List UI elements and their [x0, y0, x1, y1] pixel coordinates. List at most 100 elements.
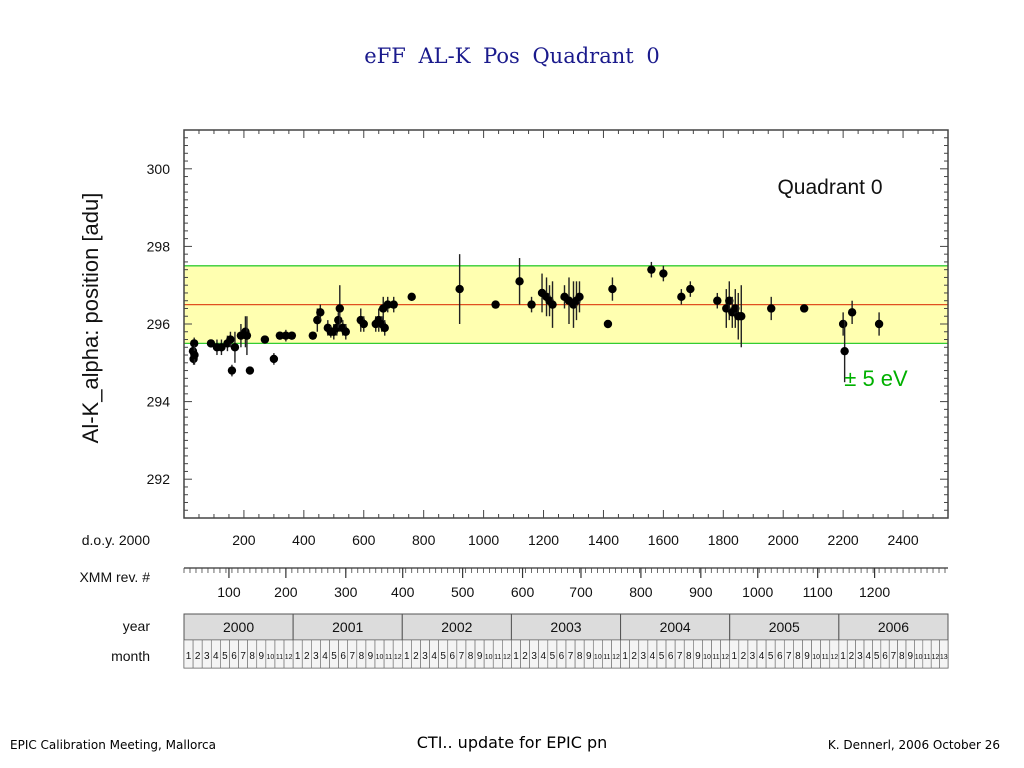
month-label: 5: [222, 651, 228, 662]
data-point: [269, 354, 279, 364]
month-label: 10: [485, 654, 493, 661]
xmm-tick-label: 400: [391, 584, 415, 600]
footer-author-date: K. Dennerl, 2006 October 26: [827, 738, 1000, 752]
xmm-tick-label: 800: [629, 584, 653, 600]
xmm-tick-label: 1200: [859, 584, 890, 600]
data-point: [389, 300, 398, 309]
data-point: [725, 296, 734, 305]
doy-axis-label: d.o.y. 2000: [82, 532, 150, 548]
month-label: 11: [822, 654, 829, 661]
year-axis-label: year: [123, 618, 151, 634]
data-point: [731, 304, 740, 313]
month-label: 6: [668, 651, 674, 662]
month-label: 7: [240, 651, 246, 662]
month-label: 12: [285, 654, 293, 661]
month-label: 3: [531, 651, 537, 662]
data-point: [227, 366, 237, 375]
data-point: [840, 346, 849, 356]
month-label: 3: [750, 651, 756, 662]
doy-tick-label: 2000: [768, 532, 799, 548]
doy-tick-label: 200: [232, 532, 256, 548]
month-label: 2: [413, 651, 419, 662]
month-label: 7: [891, 651, 897, 662]
data-point: [359, 319, 368, 329]
month-label: 10: [915, 654, 923, 661]
month-label: 11: [603, 654, 610, 661]
data-point: [313, 315, 322, 325]
month-label: 8: [795, 651, 801, 662]
month-label: 8: [686, 651, 692, 662]
month-label: 9: [586, 651, 592, 662]
month-label: 10: [267, 654, 275, 661]
data-point: [455, 284, 464, 294]
data-point: [341, 327, 350, 336]
data-point: [190, 350, 199, 360]
year-label: 2006: [878, 619, 909, 635]
time-axes: 200 400 600 800 1000 1200 1400 1600 1800 2000 2200…: [183, 532, 949, 669]
month-label: 7: [349, 651, 355, 662]
month-label: 5: [331, 651, 337, 662]
data-point: [383, 300, 392, 309]
data-point: [260, 335, 270, 344]
month-label: 12: [394, 654, 402, 661]
data-point: [407, 292, 416, 302]
data-point: [334, 315, 343, 325]
month-label: 4: [650, 651, 656, 662]
data-point: [722, 304, 731, 313]
month-label: 1: [404, 651, 410, 662]
month-label: 4: [322, 651, 328, 662]
month-label: 1: [622, 651, 628, 662]
month-label: 2: [304, 651, 310, 662]
month-label: 12: [830, 654, 838, 661]
data-point: [275, 331, 285, 340]
xmm-tick-label: 300: [334, 584, 358, 600]
data-point: [838, 319, 848, 329]
year-label: 2005: [769, 619, 800, 635]
y-axis-label: Al-K_alpha: position [adu]: [78, 193, 103, 444]
band-label: ± 5 eV: [844, 366, 908, 391]
data-point: [608, 284, 617, 294]
data-point: [575, 292, 584, 302]
month-label: 8: [359, 651, 365, 662]
month-axis-label: month: [111, 648, 150, 664]
doy-tick-label: 1000: [468, 532, 499, 548]
month-label: 10: [376, 654, 384, 661]
month-label: 10: [812, 654, 820, 661]
data-point: [206, 339, 216, 348]
month-label: 6: [559, 651, 565, 662]
month-label: 10: [594, 654, 602, 661]
month-label: 12: [612, 654, 620, 661]
data-point: [316, 308, 325, 317]
data-point: [686, 284, 695, 294]
year-cell: [838, 613, 949, 641]
data-point: [217, 343, 226, 352]
month-label: 1: [840, 651, 846, 662]
data-point: [245, 366, 255, 375]
data-point: [230, 343, 240, 352]
month-label: 6: [882, 651, 888, 662]
month-label: 1: [731, 651, 737, 662]
data-point: [767, 304, 776, 313]
y-tick-label: 292: [147, 471, 171, 487]
month-label: 6: [450, 651, 456, 662]
month-label: 3: [641, 651, 647, 662]
month-label: 9: [695, 651, 701, 662]
month-label: 9: [804, 651, 810, 662]
data-point: [308, 331, 318, 340]
xmm-tick-label: 600: [511, 584, 535, 600]
month-label: 5: [440, 651, 446, 662]
year-label: 2000: [223, 619, 254, 635]
data-point: [603, 319, 613, 329]
xmm-tick-label: 700: [569, 584, 593, 600]
month-label: 7: [568, 651, 574, 662]
y-tick-label: 296: [147, 316, 171, 332]
month-label: 1: [186, 651, 192, 662]
y-tick-label: 294: [147, 394, 171, 410]
month-label: 4: [759, 651, 765, 662]
month-label: 12: [503, 654, 511, 661]
month-label: 5: [550, 651, 556, 662]
year-label: 2002: [441, 619, 472, 635]
month-label: 11: [494, 654, 501, 661]
month-label: 9: [907, 651, 913, 662]
data-point: [226, 335, 235, 344]
